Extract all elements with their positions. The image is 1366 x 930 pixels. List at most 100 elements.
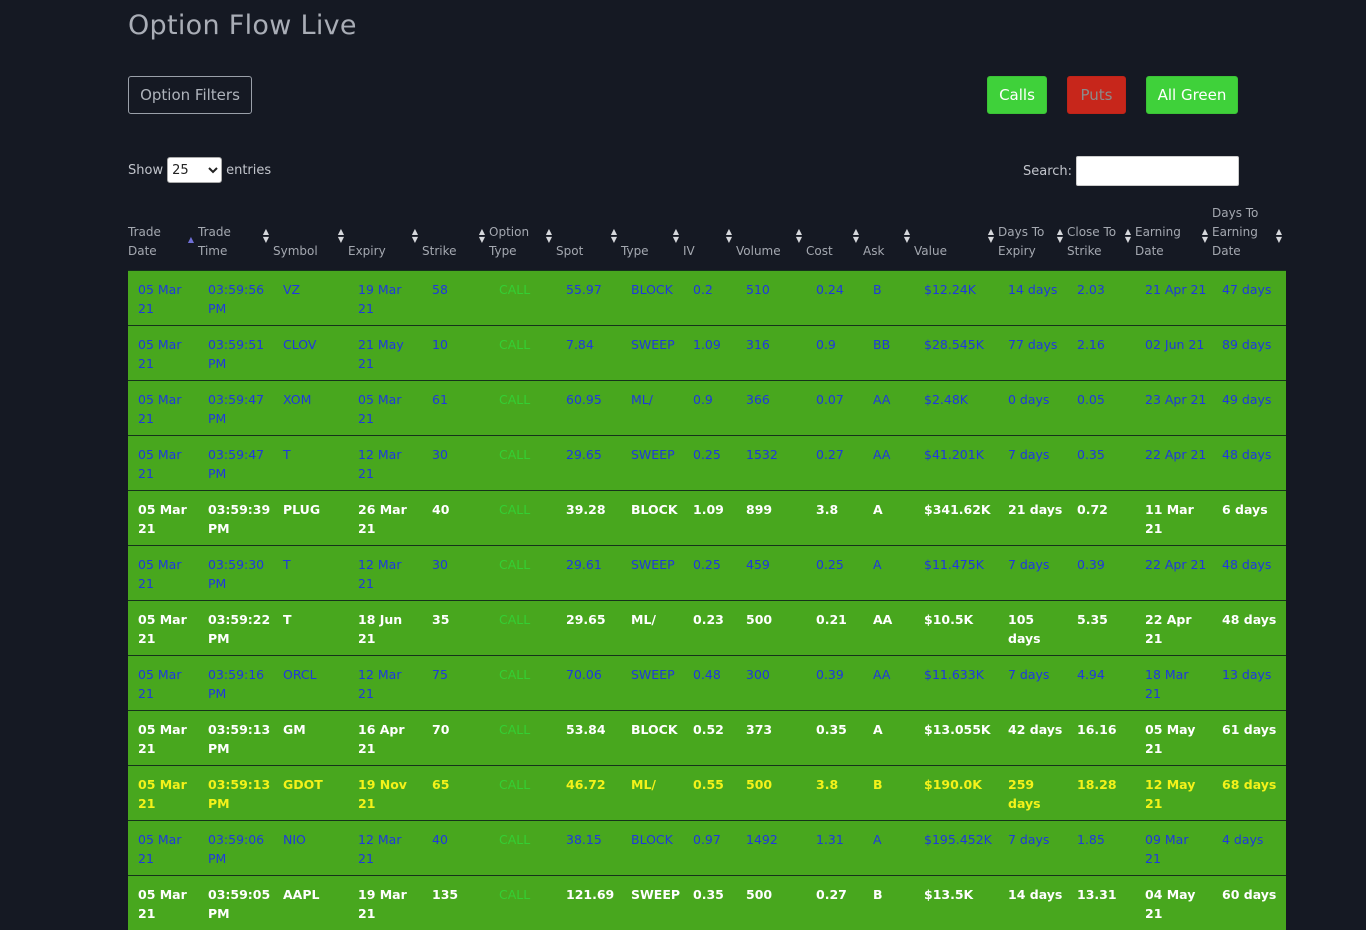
column-header-label: Symbol <box>273 243 318 258</box>
calls-button[interactable]: Calls <box>987 76 1047 114</box>
table-row[interactable]: 05 Mar 21 03:59:39 PM PLUG 26 Mar 21 40 CALL 3… <box>128 489 1286 545</box>
cell-close-to-strike: 16.16 <box>1067 709 1135 765</box>
cell-close-to-strike: 0.72 <box>1067 489 1135 545</box>
cell-strike: 65 <box>422 764 489 820</box>
sort-icon: ▲ ▼ <box>673 227 679 244</box>
all-green-button[interactable]: All Green <box>1146 76 1238 114</box>
cell-ask: A <box>863 544 914 600</box>
cell-value: $13.055K <box>914 709 998 765</box>
cell-close-to-strike: 4.94 <box>1067 654 1135 710</box>
cell-symbol: CLOV <box>273 324 348 380</box>
column-header-earning-date[interactable]: Earning Date ▲ ▼ <box>1135 199 1212 270</box>
cell-iv: 0.55 <box>683 764 736 820</box>
column-header-label: IV <box>683 243 695 258</box>
sort-asc-icon: ▲ <box>725 226 732 236</box>
cell-expiry: 12 Mar 21 <box>348 819 422 875</box>
column-header-iv[interactable]: IV ▲ ▼ <box>683 199 736 270</box>
cell-earning-date: 23 Apr 21 <box>1135 379 1212 435</box>
column-header-spot[interactable]: Spot ▲ ▼ <box>556 199 621 270</box>
sort-icon: ▲ ▼ <box>725 226 732 244</box>
cell-iv: 1.09 <box>683 324 736 380</box>
table-row[interactable]: 05 Mar 21 03:59:13 PM GM 16 Apr 21 70 CALL 53.… <box>128 709 1286 765</box>
cell-value: $12.24K <box>914 269 998 325</box>
table-row[interactable]: 05 Mar 21 03:59:47 PM T 12 Mar 21 30 CALL 29.6… <box>128 434 1286 490</box>
cell-cost: 3.8 <box>806 764 863 820</box>
cell-days-to-expiry: 0 days <box>998 379 1067 435</box>
column-header-type[interactable]: Type ▲ ▼ <box>621 199 683 270</box>
column-header-option-type[interactable]: Option Type ▲ ▼ <box>489 199 556 270</box>
cell-close-to-strike: 2.03 <box>1067 269 1135 325</box>
table-row[interactable]: 05 Mar 21 03:59:06 PM NIO 12 Mar 21 40 CALL 38… <box>128 819 1286 875</box>
entries-select[interactable]: 25 <box>167 157 223 183</box>
column-header-value[interactable]: Value ▲ ▼ <box>914 199 998 270</box>
column-header-trade-date[interactable]: Trade Date ▲ <box>128 199 198 270</box>
cell-close-to-strike: 0.05 <box>1067 379 1135 435</box>
table-row[interactable]: 05 Mar 21 03:59:16 PM ORCL 12 Mar 21 75 CALL 7… <box>128 654 1286 710</box>
cell-option-type: CALL <box>489 819 556 875</box>
sort-asc-icon: ▲ <box>262 226 269 236</box>
cell-strike: 135 <box>422 874 489 930</box>
cell-days-to-earning: 4 days <box>1212 819 1286 875</box>
column-header-close-to-strike[interactable]: Close To Strike ▲ ▼ <box>1067 199 1135 270</box>
search-input[interactable] <box>1076 156 1240 186</box>
cell-volume: 373 <box>736 709 806 765</box>
table-row[interactable]: 05 Mar 21 03:59:05 PM AAPL 19 Mar 21 135 CALL… <box>128 874 1286 930</box>
column-header-ask[interactable]: Ask ▲ ▼ <box>863 199 914 270</box>
cell-spot: 121.69 <box>556 874 621 930</box>
column-header-strike[interactable]: Strike ▲ ▼ <box>422 199 489 270</box>
cell-earning-date: 22 Apr 21 <box>1135 434 1212 490</box>
cell-symbol: T <box>273 599 348 655</box>
cell-symbol: T <box>273 544 348 600</box>
column-header-days-to-earning[interactable]: Days To Earning Date ▲ ▼ <box>1212 199 1286 270</box>
cell-days-to-earning: 68 days <box>1212 764 1286 820</box>
table-row[interactable]: 05 Mar 21 03:59:30 PM T 12 Mar 21 30 CALL 29.6… <box>128 544 1286 600</box>
cell-cost: 0.27 <box>806 434 863 490</box>
cell-days-to-expiry: 7 days <box>998 819 1067 875</box>
table-row[interactable]: 05 Mar 21 03:59:13 PM GDOT 19 Nov 21 65 CALL 4… <box>128 764 1286 820</box>
cell-trade-date: 05 Mar 21 <box>128 379 198 435</box>
sort-desc-icon: ▼ <box>478 234 485 244</box>
column-header-label: Expiry <box>348 243 386 258</box>
cell-value: $10.5K <box>914 599 998 655</box>
cell-days-to-expiry: 259 days <box>998 764 1067 820</box>
column-header-cost[interactable]: Cost ▲ ▼ <box>806 199 863 270</box>
puts-button[interactable]: Puts <box>1067 76 1126 114</box>
cell-cost: 0.07 <box>806 379 863 435</box>
cell-type: SWEEP <box>621 874 683 930</box>
column-header-label: Cost <box>806 243 833 258</box>
cell-iv: 0.35 <box>683 874 736 930</box>
cell-value: $13.5K <box>914 874 998 930</box>
option-filters-button[interactable]: Option Filters <box>128 76 252 114</box>
cell-days-to-expiry: 7 days <box>998 654 1067 710</box>
column-header-volume[interactable]: Volume ▲ ▼ <box>736 199 806 270</box>
table-row[interactable]: 05 Mar 21 03:59:22 PM T 18 Jun 21 35 CALL 29.6… <box>128 599 1286 655</box>
page-title: Option Flow Live <box>128 10 357 41</box>
table-row[interactable]: 05 Mar 21 03:59:56 PM VZ 19 Mar 21 58 CALL 55.… <box>128 269 1286 325</box>
column-header-expiry[interactable]: Expiry ▲ ▼ <box>348 199 422 270</box>
cell-trade-date: 05 Mar 21 <box>128 434 198 490</box>
sort-desc-icon: ▼ <box>795 234 802 244</box>
cell-spot: 7.84 <box>556 324 621 380</box>
cell-days-to-earning: 48 days <box>1212 599 1286 655</box>
sort-icon: ▲ ▼ <box>1276 227 1282 244</box>
sort-asc-icon: ▲ <box>1201 226 1208 236</box>
cell-spot: 29.61 <box>556 544 621 600</box>
cell-volume: 1532 <box>736 434 806 490</box>
cell-option-type: CALL <box>489 654 556 710</box>
cell-expiry: 26 Mar 21 <box>348 489 422 545</box>
cell-earning-date: 11 Mar 21 <box>1135 489 1212 545</box>
column-header-trade-time[interactable]: Trade Time ▲ ▼ <box>198 199 273 270</box>
column-header-label: Value <box>914 243 947 258</box>
cell-earning-date: 18 Mar 21 <box>1135 654 1212 710</box>
table-row[interactable]: 05 Mar 21 03:59:51 PM CLOV 21 May 21 10 CALL 7… <box>128 324 1286 380</box>
column-header-days-to-expiry[interactable]: Days To Expiry ▲ ▼ <box>998 199 1067 270</box>
cell-value: $11.475K <box>914 544 998 600</box>
column-header-symbol[interactable]: Symbol ▲ ▼ <box>273 199 348 270</box>
cell-days-to-earning: 89 days <box>1212 324 1286 380</box>
cell-earning-date: 22 Apr 21 <box>1135 544 1212 600</box>
cell-earning-date: 21 Apr 21 <box>1135 269 1212 325</box>
table-row[interactable]: 05 Mar 21 03:59:47 PM XOM 05 Mar 21 61 CALL 60… <box>128 379 1286 435</box>
sort-desc-icon: ▼ <box>545 234 552 244</box>
cell-strike: 40 <box>422 819 489 875</box>
cell-option-type: CALL <box>489 489 556 545</box>
